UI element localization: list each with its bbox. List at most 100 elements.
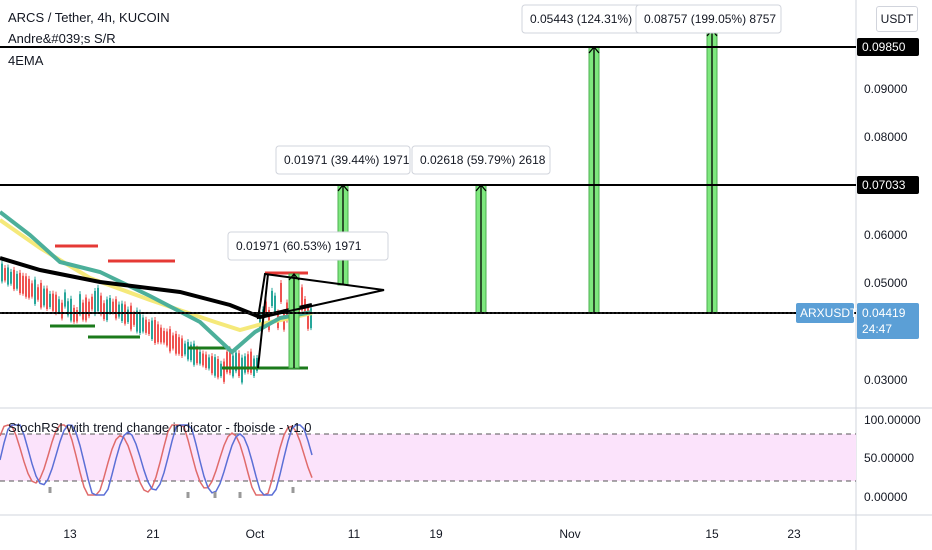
candle-body bbox=[196, 348, 198, 364]
candle-body bbox=[202, 353, 204, 366]
stoch-overbought-band bbox=[0, 434, 856, 481]
annotation-box bbox=[275, 145, 411, 175]
candle-body bbox=[148, 322, 150, 334]
stoch-tick-label: 50.00000 bbox=[864, 451, 914, 465]
x-tick-label: 13 bbox=[63, 527, 77, 541]
x-tick-label: Oct bbox=[246, 527, 265, 541]
candle-body bbox=[226, 351, 228, 373]
horizontal-levels-group bbox=[0, 46, 856, 369]
candle-body bbox=[10, 271, 12, 284]
candle-body bbox=[169, 329, 171, 352]
candle-body bbox=[73, 307, 75, 322]
target-bars-group bbox=[288, 28, 718, 369]
candle-body bbox=[46, 288, 48, 309]
current-price-tag bbox=[857, 303, 919, 339]
currency-button[interactable]: USDT bbox=[876, 6, 918, 32]
candle-body bbox=[16, 273, 18, 289]
candle-body bbox=[76, 310, 78, 322]
symbol-tag bbox=[796, 303, 854, 323]
indicator-ema-label: 4EMA bbox=[8, 53, 44, 68]
candle-body bbox=[259, 313, 261, 328]
y-tick-label: 0.08000 bbox=[864, 130, 908, 144]
candle-body bbox=[43, 288, 45, 306]
candle-body bbox=[178, 337, 180, 354]
measure-line bbox=[257, 273, 269, 369]
symbol-title: ARCS / Tether, 4h, KUCOIN bbox=[8, 10, 170, 25]
current-price-value: 0.04419 bbox=[862, 306, 906, 320]
annotation-text: 0.02618 (59.79%) 2618 bbox=[420, 153, 546, 167]
candle-body bbox=[154, 320, 156, 343]
candle-body bbox=[70, 298, 72, 321]
support-resistance-group bbox=[50, 244, 308, 370]
x-tick-label: Nov bbox=[559, 527, 580, 541]
candle-body bbox=[106, 299, 108, 321]
candle-body bbox=[244, 356, 246, 373]
candle-body bbox=[49, 293, 51, 308]
candle-body bbox=[193, 343, 195, 365]
candle-body bbox=[7, 267, 9, 285]
candle-body bbox=[151, 320, 153, 340]
candle-body bbox=[61, 302, 63, 319]
candle-body bbox=[91, 296, 93, 310]
indicator-sr-label: Andre&#039;s S/R bbox=[8, 31, 116, 46]
candle-body bbox=[55, 294, 57, 314]
candle-body bbox=[19, 272, 21, 294]
candle-body bbox=[175, 333, 177, 354]
candle-body bbox=[100, 295, 102, 315]
candle-body bbox=[172, 335, 174, 349]
level-price-tag-text: 0.09850 bbox=[862, 40, 906, 54]
x-tick-label: 15 bbox=[705, 527, 719, 541]
candle-body bbox=[301, 287, 303, 311]
candle-body bbox=[250, 351, 252, 373]
candle-body bbox=[136, 310, 138, 332]
candle-body bbox=[94, 290, 96, 315]
candle-body bbox=[241, 357, 243, 383]
candle-body bbox=[238, 353, 240, 377]
stoch-d-line bbox=[0, 424, 313, 496]
candle-body bbox=[130, 305, 132, 330]
candle-body bbox=[124, 304, 126, 324]
candle-body bbox=[220, 363, 222, 377]
annotation-text: 0.01971 (60.53%) 1971 bbox=[236, 239, 362, 253]
candle-body bbox=[232, 355, 234, 377]
level-price-tag bbox=[857, 38, 919, 56]
candle-body bbox=[199, 351, 201, 364]
candle-body bbox=[265, 301, 267, 313]
stoch-tick-label: 0.00000 bbox=[864, 490, 908, 504]
candle-body bbox=[88, 301, 90, 317]
y-tick-label: 0.06000 bbox=[864, 228, 908, 242]
candle-body bbox=[82, 302, 84, 320]
candle-body bbox=[1, 263, 3, 282]
y-tick-label: 0.03000 bbox=[864, 373, 908, 387]
candle-body bbox=[40, 282, 42, 308]
candle-body bbox=[52, 293, 54, 311]
candle-body bbox=[118, 304, 120, 317]
y-tick-label: 0.09000 bbox=[864, 82, 908, 96]
annotation-text: 0.08757 (199.05%) 8757 bbox=[644, 12, 776, 26]
candle-body bbox=[67, 301, 69, 316]
level-price-tag bbox=[857, 176, 919, 194]
candle-body bbox=[31, 283, 33, 297]
candle-body bbox=[235, 352, 237, 372]
candle-body bbox=[208, 357, 210, 369]
candle-body bbox=[160, 327, 162, 343]
annotation-text: 0.01971 (39.44%) 1971 bbox=[284, 153, 410, 167]
candle-body bbox=[280, 282, 282, 302]
annotation-box bbox=[227, 231, 389, 261]
candle-body bbox=[157, 324, 159, 343]
axes-group: 0.09000 0.08000 0.06000 0.05000 0.03000 13 21 O… bbox=[63, 82, 921, 541]
candle-body bbox=[58, 299, 60, 313]
candle-body bbox=[271, 290, 273, 307]
stochrsi-label: StochRSI with trend change indicator - f… bbox=[8, 420, 312, 435]
candle-body bbox=[307, 307, 309, 329]
candle-body bbox=[127, 309, 129, 323]
candle-body bbox=[109, 298, 111, 313]
candle-body bbox=[64, 292, 66, 307]
candle-body bbox=[145, 319, 147, 333]
annotation-box bbox=[411, 145, 551, 175]
candle-body bbox=[217, 358, 219, 378]
ema-fast-line bbox=[0, 210, 313, 355]
candle-body bbox=[85, 297, 87, 321]
candle-body bbox=[310, 308, 312, 329]
